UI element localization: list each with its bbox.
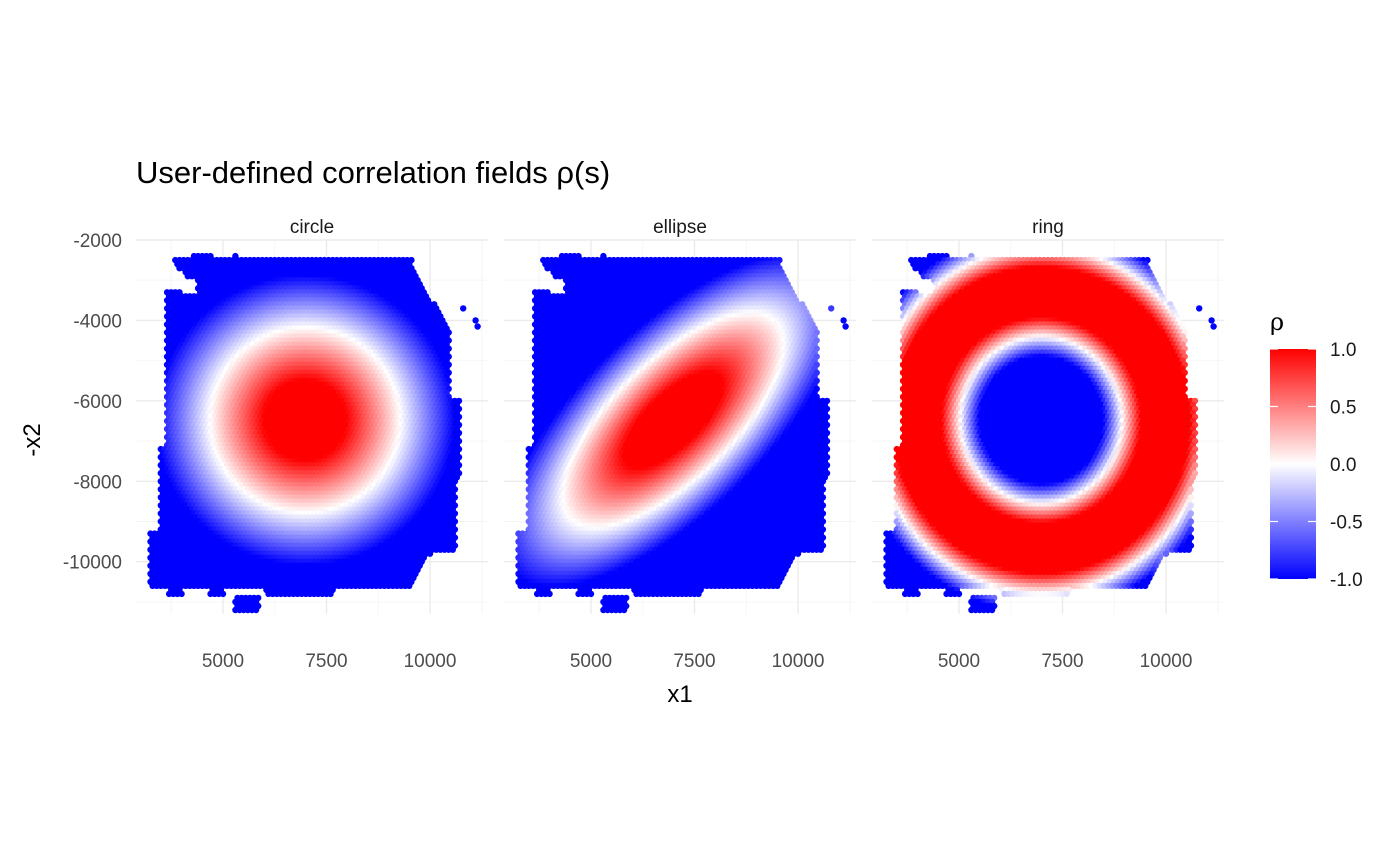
spots-circle [147, 252, 481, 614]
chart-title: User-defined correlation fields ρ(s) [136, 155, 610, 190]
panel-circle: circle [136, 217, 488, 614]
facet-panels: circle ellipse ring [136, 217, 1224, 614]
strip-label-circle: circle [290, 217, 334, 238]
